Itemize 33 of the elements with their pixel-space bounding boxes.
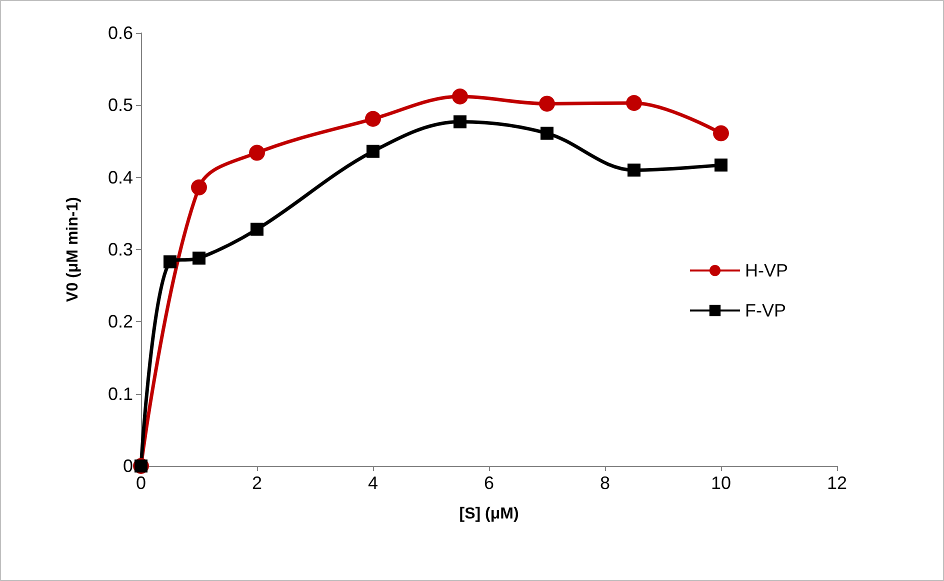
y-tick-label: 0.6 xyxy=(108,23,133,43)
legend-label: F-VP xyxy=(744,300,786,320)
x-axis-title: [S] (μM) xyxy=(459,506,519,522)
point xyxy=(366,144,380,158)
point xyxy=(192,252,206,265)
y-tick-label: 0.3 xyxy=(108,240,133,260)
y-tick-label: 0.2 xyxy=(108,312,133,332)
point xyxy=(454,115,466,128)
point xyxy=(365,110,381,127)
point xyxy=(250,222,264,236)
point xyxy=(191,179,207,196)
y-tick-label: 0.5 xyxy=(108,95,133,116)
y-tick-label: 0.4 xyxy=(108,167,133,188)
point xyxy=(540,126,554,140)
point xyxy=(452,88,468,104)
point xyxy=(626,95,642,111)
x-tick-label: 8 xyxy=(600,473,610,493)
x-tick-label: 10 xyxy=(710,473,732,493)
point xyxy=(714,158,728,172)
x-tick-label: 0 xyxy=(136,473,146,493)
x-tick-label: 2 xyxy=(252,473,262,493)
point xyxy=(249,144,265,161)
point xyxy=(539,96,555,112)
y-axis-title: V0 (μM min-1) xyxy=(64,197,82,302)
x-tick-label: 6 xyxy=(484,473,494,493)
x-tick-label: 4 xyxy=(368,473,378,493)
x-tick-label: 12 xyxy=(826,473,848,493)
legend-label: H-VP xyxy=(744,260,788,280)
point xyxy=(628,164,640,177)
point xyxy=(713,125,729,142)
point xyxy=(164,255,176,268)
y-tick-label: 0.1 xyxy=(108,384,133,404)
y-tick-label: 0 xyxy=(122,456,133,476)
